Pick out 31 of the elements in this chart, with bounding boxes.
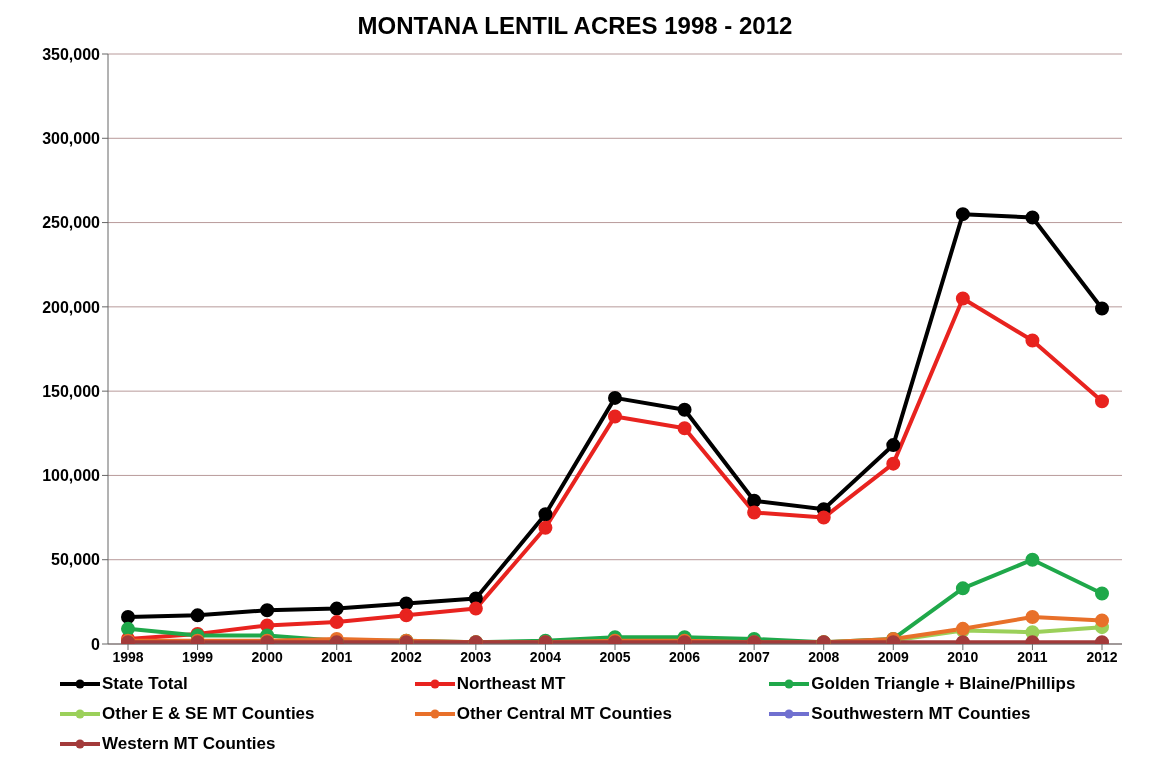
legend-label: Other Central MT Counties [456, 704, 673, 724]
x-tick-label: 2006 [668, 648, 701, 665]
x-tick-label: 2005 [599, 648, 631, 665]
legend-label: Other E & SE MT Counties [102, 704, 315, 724]
x-tick-label: 2011 [1017, 648, 1048, 665]
y-tick-label: 150,000 [42, 382, 101, 400]
y-tick-label: 350,000 [42, 45, 101, 63]
x-tick-label: 1998 [112, 648, 144, 665]
y-tick-label: 300,000 [42, 129, 101, 147]
legend-label: Golden Triangle + Blaine/Phillips [811, 674, 1076, 694]
y-tick-label: 50,000 [51, 551, 101, 569]
x-tick-label: 2008 [808, 648, 840, 665]
y-tick-label: 200,000 [42, 298, 101, 316]
x-tick-label: 2002 [390, 648, 423, 665]
x-tick-label: 2012 [1086, 648, 1118, 665]
x-tick-label: 2004 [529, 648, 562, 665]
x-tick-label: 2009 [877, 648, 910, 665]
y-tick-label: 250,000 [42, 214, 101, 232]
legend-label: Southwestern MT Counties [811, 704, 1031, 724]
x-tick-label: 2010 [947, 648, 979, 665]
legend-label: Northeast MT [456, 674, 566, 694]
x-tick-label: 2003 [460, 648, 492, 665]
chart-title: MONTANA LENTIL ACRES 1998 - 2012 [356, 12, 794, 40]
x-tick-label: 2007 [738, 648, 770, 665]
legend-label: State Total [102, 674, 188, 694]
legend-label: Western MT Counties [102, 734, 276, 754]
y-tick-label: 100,000 [42, 467, 101, 485]
x-tick-label: 1999 [181, 648, 214, 665]
x-tick-label: 2000 [251, 648, 283, 665]
x-tick-label: 2001 [321, 648, 353, 665]
y-tick-label: 0 [91, 635, 101, 653]
